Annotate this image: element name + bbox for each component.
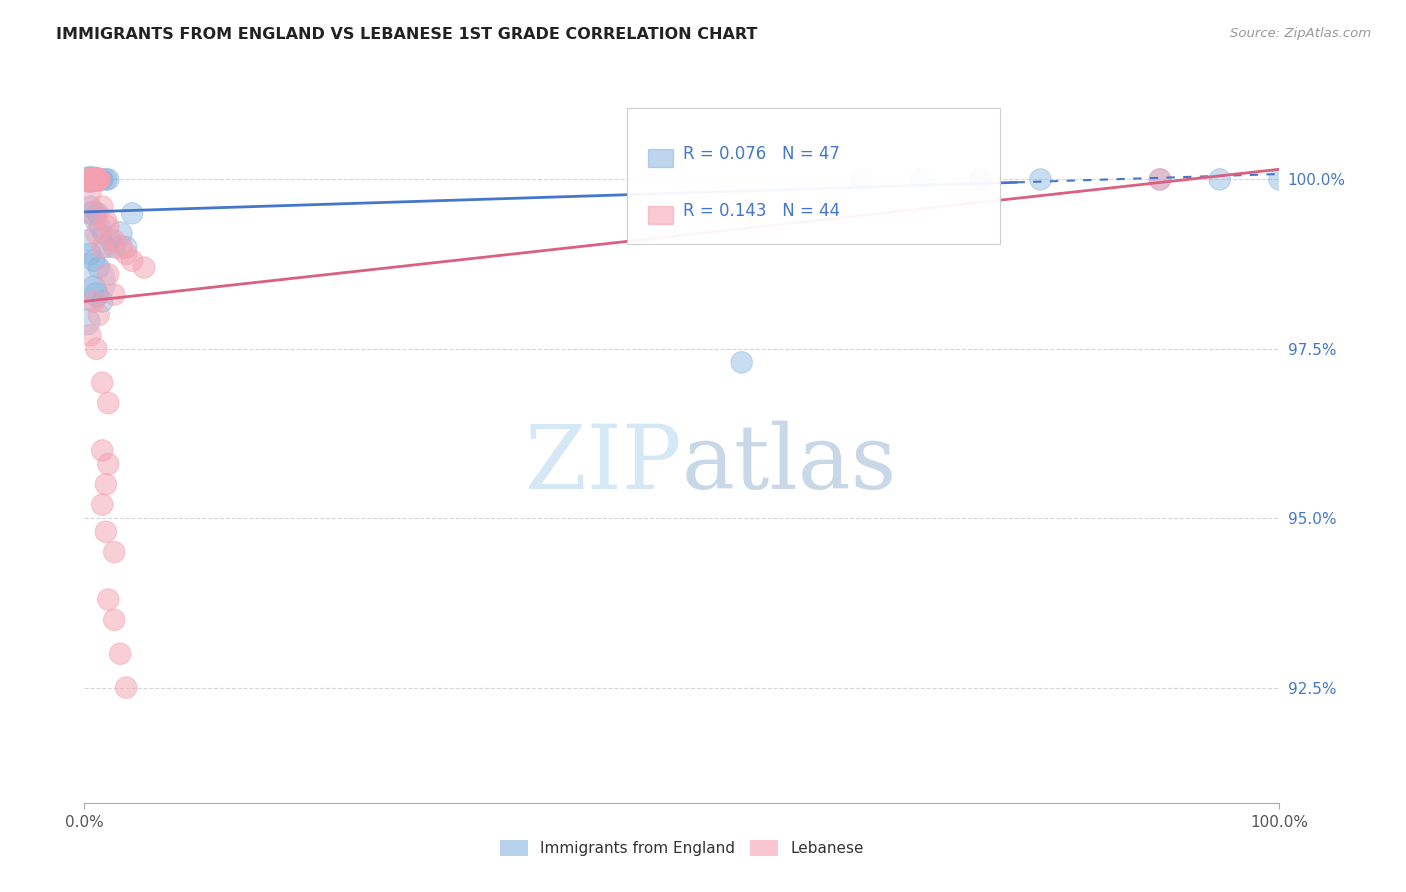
Point: [79, 172, 101, 186]
Point: [94, 524, 117, 539]
Point: [89, 219, 111, 234]
Text: ZIP: ZIP: [526, 421, 682, 508]
Point: [121, 253, 143, 268]
Point: [87, 172, 110, 186]
Point: [115, 240, 138, 254]
Point: [851, 172, 873, 186]
Point: [84, 172, 107, 186]
Point: [79, 247, 101, 261]
Text: R = 0.143   N = 44: R = 0.143 N = 44: [683, 202, 841, 220]
Point: [97, 457, 120, 471]
Point: [77, 172, 100, 186]
Point: [110, 647, 132, 661]
Point: [83, 172, 105, 186]
Point: [86, 342, 108, 356]
Point: [87, 260, 110, 275]
Point: [94, 477, 117, 491]
Point: [83, 281, 105, 295]
Point: [1209, 172, 1232, 186]
Point: [86, 206, 108, 220]
Point: [91, 200, 114, 214]
Text: IMMIGRANTS FROM ENGLAND VS LEBANESE 1ST GRADE CORRELATION CHART: IMMIGRANTS FROM ENGLAND VS LEBANESE 1ST …: [56, 27, 758, 42]
Point: [91, 294, 114, 309]
Point: [115, 681, 138, 695]
Point: [97, 396, 120, 410]
Point: [84, 213, 107, 227]
Point: [77, 172, 100, 186]
Point: [83, 253, 105, 268]
Point: [77, 172, 100, 186]
Point: [97, 172, 120, 186]
Point: [83, 172, 105, 186]
Legend: Immigrants from England, Lebanese: Immigrants from England, Lebanese: [494, 834, 870, 862]
Point: [97, 592, 120, 607]
Point: [89, 172, 111, 186]
Point: [80, 172, 103, 186]
Point: [82, 206, 104, 220]
Point: [1029, 172, 1052, 186]
Point: [103, 613, 125, 627]
Point: [80, 172, 103, 186]
Point: [970, 172, 993, 186]
Point: [91, 172, 114, 186]
Point: [75, 274, 97, 288]
Point: [79, 186, 101, 200]
Point: [910, 172, 932, 186]
Point: [94, 172, 117, 186]
Point: [77, 172, 100, 186]
Point: [1149, 172, 1171, 186]
Point: [89, 172, 111, 186]
Point: [115, 247, 138, 261]
Point: [76, 315, 98, 329]
Point: [91, 240, 114, 254]
Point: [121, 206, 143, 220]
Point: [97, 219, 120, 234]
Point: [86, 172, 108, 186]
Point: [91, 498, 114, 512]
Point: [103, 545, 125, 559]
Point: [110, 227, 132, 241]
Point: [86, 227, 108, 241]
Point: [79, 328, 101, 343]
Point: [103, 287, 125, 301]
Point: [83, 294, 105, 309]
Point: [851, 172, 873, 186]
Point: [91, 227, 114, 241]
Point: [1268, 172, 1291, 186]
Point: [83, 206, 105, 220]
Text: R = 0.076   N = 47: R = 0.076 N = 47: [683, 145, 841, 163]
Point: [100, 234, 122, 248]
Point: [86, 172, 108, 186]
Point: [79, 172, 101, 186]
Point: [91, 443, 114, 458]
Point: [94, 240, 117, 254]
Point: [82, 172, 104, 186]
Point: [1149, 172, 1171, 186]
Point: [82, 172, 104, 186]
Point: [86, 172, 108, 186]
Point: [87, 172, 110, 186]
Point: [79, 200, 101, 214]
Point: [110, 240, 132, 254]
Point: [87, 308, 110, 322]
Point: [103, 234, 125, 248]
Point: [93, 172, 115, 186]
Point: [84, 172, 107, 186]
Point: [86, 172, 108, 186]
Point: [97, 268, 120, 282]
Point: [86, 287, 108, 301]
Point: [731, 355, 754, 369]
Point: [103, 240, 125, 254]
Point: [90, 172, 112, 186]
Point: [94, 213, 117, 227]
Point: [970, 172, 993, 186]
Point: [132, 260, 156, 275]
Text: Source: ZipAtlas.com: Source: ZipAtlas.com: [1230, 27, 1371, 40]
Text: atlas: atlas: [682, 421, 897, 508]
Point: [91, 376, 114, 390]
Point: [77, 234, 100, 248]
